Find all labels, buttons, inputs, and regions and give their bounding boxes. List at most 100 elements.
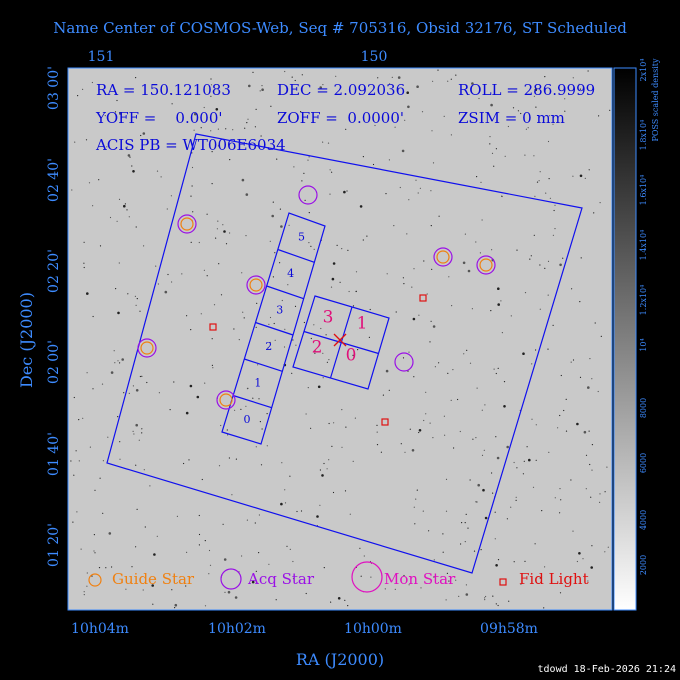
star — [548, 451, 550, 453]
star — [83, 266, 85, 269]
star — [255, 570, 257, 573]
star — [452, 369, 454, 371]
star — [539, 171, 541, 173]
star — [238, 339, 240, 341]
star — [524, 292, 527, 294]
star — [135, 77, 137, 79]
star — [590, 496, 592, 498]
star — [160, 176, 162, 178]
star — [389, 83, 391, 85]
star — [325, 334, 327, 336]
star — [352, 354, 354, 356]
star — [190, 195, 192, 197]
star — [591, 545, 593, 547]
star — [111, 566, 113, 568]
star — [259, 421, 261, 423]
star — [535, 106, 537, 108]
acis-s-chip-label: 1 — [254, 376, 261, 389]
bottom-tick-label: 10h02m — [208, 621, 266, 637]
star — [515, 499, 517, 501]
star — [243, 317, 245, 319]
star — [572, 359, 575, 361]
legend-label: Fid Light — [519, 570, 589, 588]
star — [399, 186, 401, 189]
star — [225, 128, 227, 130]
star — [471, 308, 473, 310]
bottom-tick-label: 10h00m — [344, 621, 402, 637]
star — [185, 411, 189, 415]
acis-s-chip-label: 5 — [298, 231, 305, 244]
star — [286, 545, 288, 547]
star — [241, 272, 243, 274]
star — [252, 71, 254, 73]
star — [132, 385, 134, 387]
left-tick-label: 02 20' — [46, 249, 62, 293]
star — [173, 381, 175, 383]
star — [229, 232, 231, 234]
star — [284, 328, 286, 330]
star — [347, 249, 349, 251]
star — [411, 286, 413, 288]
bottom-tick-label: 10h04m — [71, 621, 129, 637]
star — [362, 239, 364, 241]
star — [169, 409, 171, 411]
star — [416, 85, 419, 88]
star — [570, 479, 572, 481]
star — [579, 376, 582, 378]
star — [310, 245, 312, 247]
star — [504, 155, 506, 157]
star — [344, 490, 347, 492]
star — [423, 419, 425, 422]
star — [465, 584, 467, 586]
star — [208, 549, 211, 552]
star — [217, 128, 219, 130]
acis-s-chip-label: 0 — [243, 413, 250, 426]
star — [419, 187, 421, 189]
star — [269, 240, 271, 242]
star — [119, 441, 121, 443]
star — [321, 474, 324, 477]
star — [447, 372, 449, 374]
info-dec: DEC = 2.092036 — [277, 81, 405, 99]
star — [414, 523, 416, 525]
star — [203, 106, 205, 109]
star — [516, 467, 518, 469]
star — [288, 224, 290, 226]
star — [204, 540, 206, 542]
star — [559, 414, 561, 417]
fid-light — [209, 323, 217, 331]
star — [266, 445, 268, 447]
star — [333, 422, 335, 424]
guide-star — [436, 250, 450, 264]
star — [534, 195, 536, 197]
star — [482, 488, 485, 492]
star — [534, 543, 536, 545]
star — [455, 579, 457, 581]
star — [599, 202, 601, 204]
star — [142, 589, 144, 591]
star — [86, 572, 88, 574]
star — [155, 265, 157, 267]
colorbar-tick-label: 4000 — [639, 510, 648, 530]
star — [534, 87, 537, 89]
star — [597, 390, 599, 393]
star — [585, 488, 587, 490]
star — [492, 492, 494, 494]
star — [494, 538, 496, 540]
star — [409, 428, 411, 430]
star — [589, 358, 591, 360]
star — [152, 603, 154, 605]
star — [300, 510, 303, 512]
star — [411, 449, 415, 452]
colorbar-tick-label: 10⁴ — [639, 338, 648, 351]
star — [98, 179, 100, 181]
star — [579, 88, 582, 90]
chip-divider — [244, 358, 283, 372]
star — [320, 327, 322, 330]
star — [394, 126, 396, 128]
star — [507, 125, 509, 128]
star — [308, 242, 310, 244]
left-tick-label: 01 40' — [46, 432, 62, 476]
star — [415, 498, 417, 500]
star — [158, 392, 160, 394]
